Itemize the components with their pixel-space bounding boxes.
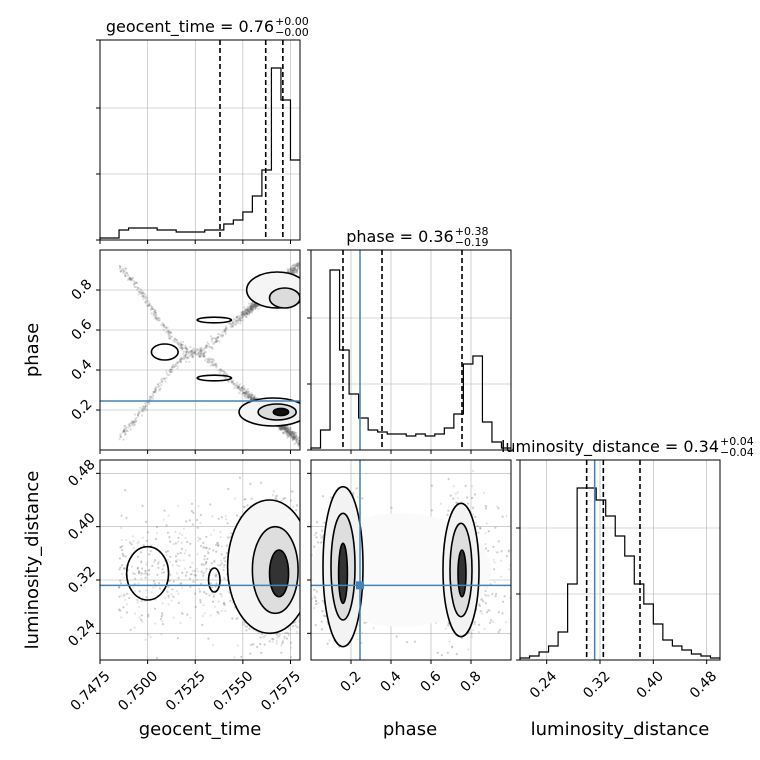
title-phase: phase = 0.36 +0.38−0.19 <box>346 225 488 249</box>
title-main-luminosity_distance: luminosity_distance = 0.34 <box>501 437 719 457</box>
panel-luminosity_distance-vs-geocent_time <box>118 476 300 660</box>
xtick-label-phase-2: 0.6 <box>418 668 445 695</box>
hist-luminosity_distance-frame <box>519 459 721 661</box>
panel-21-frame <box>310 459 512 661</box>
contour-inner-low <box>272 407 290 417</box>
contour-mid-track <box>150 343 179 361</box>
contour-left <box>125 545 170 601</box>
title-plus-phase: +0.38 <box>455 225 489 238</box>
xtick-label-geocent_time-3: 0.7550 <box>211 668 257 714</box>
xtick-label-luminosity_distance-3: 0.48 <box>687 668 720 701</box>
xtick-label-geocent_time-2: 0.7525 <box>163 668 209 714</box>
ytick-label-phase-3: 0.8 <box>68 276 95 303</box>
title-geocent_time: geocent_time = 0.76 +0.00−0.00 <box>106 15 309 39</box>
xtick-label-phase-0: 0.2 <box>338 668 365 695</box>
xtick-label-phase-1: 0.4 <box>378 668 405 695</box>
histogram-phase <box>310 269 511 450</box>
title-luminosity_distance: luminosity_distance = 0.34 +0.04−0.04 <box>501 435 754 459</box>
title-minus-geocent_time: −0.00 <box>275 26 309 39</box>
xlabel-phase: phase <box>383 719 437 740</box>
xtick-label-phase-3: 0.8 <box>458 668 485 695</box>
panel-10-frame <box>99 249 301 451</box>
title-plus-luminosity_distance: +0.04 <box>720 435 754 448</box>
xtick-label-luminosity_distance-2: 0.40 <box>634 668 667 701</box>
ytick-label-phase-0: 0.2 <box>68 396 95 423</box>
ytick-label-phase-1: 0.4 <box>68 356 95 383</box>
ytick-label-phase-2: 0.6 <box>68 316 95 343</box>
xtick-label-luminosity_distance-0: 0.24 <box>527 668 560 701</box>
xlabel-geocent_time: geocent_time <box>139 719 262 740</box>
title-main-geocent_time: geocent_time = 0.76 <box>106 17 274 37</box>
title-minus-phase: −0.19 <box>455 236 489 249</box>
xlabel-luminosity_distance: luminosity_distance <box>531 719 710 740</box>
truth-marker <box>356 581 364 590</box>
panel-phase-vs-geocent_time <box>118 261 300 448</box>
contour-mid-high <box>268 287 300 309</box>
ylabel-luminosity_distance: luminosity_distance <box>22 471 43 650</box>
hist-geocent_time-frame <box>99 39 301 241</box>
title-plus-geocent_time: +0.00 <box>275 15 309 28</box>
histogram-luminosity_distance <box>519 487 720 660</box>
ytick-label-luminosity_distance-2: 0.40 <box>65 510 98 543</box>
ytick-label-luminosity_distance-1: 0.32 <box>65 563 98 596</box>
ytick-label-luminosity_distance-0: 0.24 <box>65 617 98 650</box>
panel-20-frame <box>99 459 301 661</box>
contour-right-inner <box>457 549 467 598</box>
xtick-label-geocent_time-1: 0.7500 <box>115 668 161 714</box>
title-main-phase: phase = 0.36 <box>346 227 453 246</box>
contour-lower-track <box>196 374 233 382</box>
panel-luminosity_distance-vs-phase <box>311 469 511 657</box>
title-minus-luminosity_distance: −0.04 <box>720 446 754 459</box>
ytick-label-luminosity_distance-3: 0.48 <box>65 457 98 490</box>
xtick-label-geocent_time-0: 0.7475 <box>68 668 114 714</box>
xtick-label-luminosity_distance-1: 0.32 <box>580 668 613 701</box>
contour-left-inner <box>337 542 349 605</box>
contour-small <box>207 567 221 593</box>
histogram-geocent_time <box>99 67 300 240</box>
contour-upper-track <box>196 316 233 324</box>
hist-phase-frame <box>310 249 512 451</box>
ylabel-phase: phase <box>22 323 43 377</box>
contour-inner-main <box>268 549 290 598</box>
xtick-label-geocent_time-4: 0.7575 <box>258 668 304 714</box>
